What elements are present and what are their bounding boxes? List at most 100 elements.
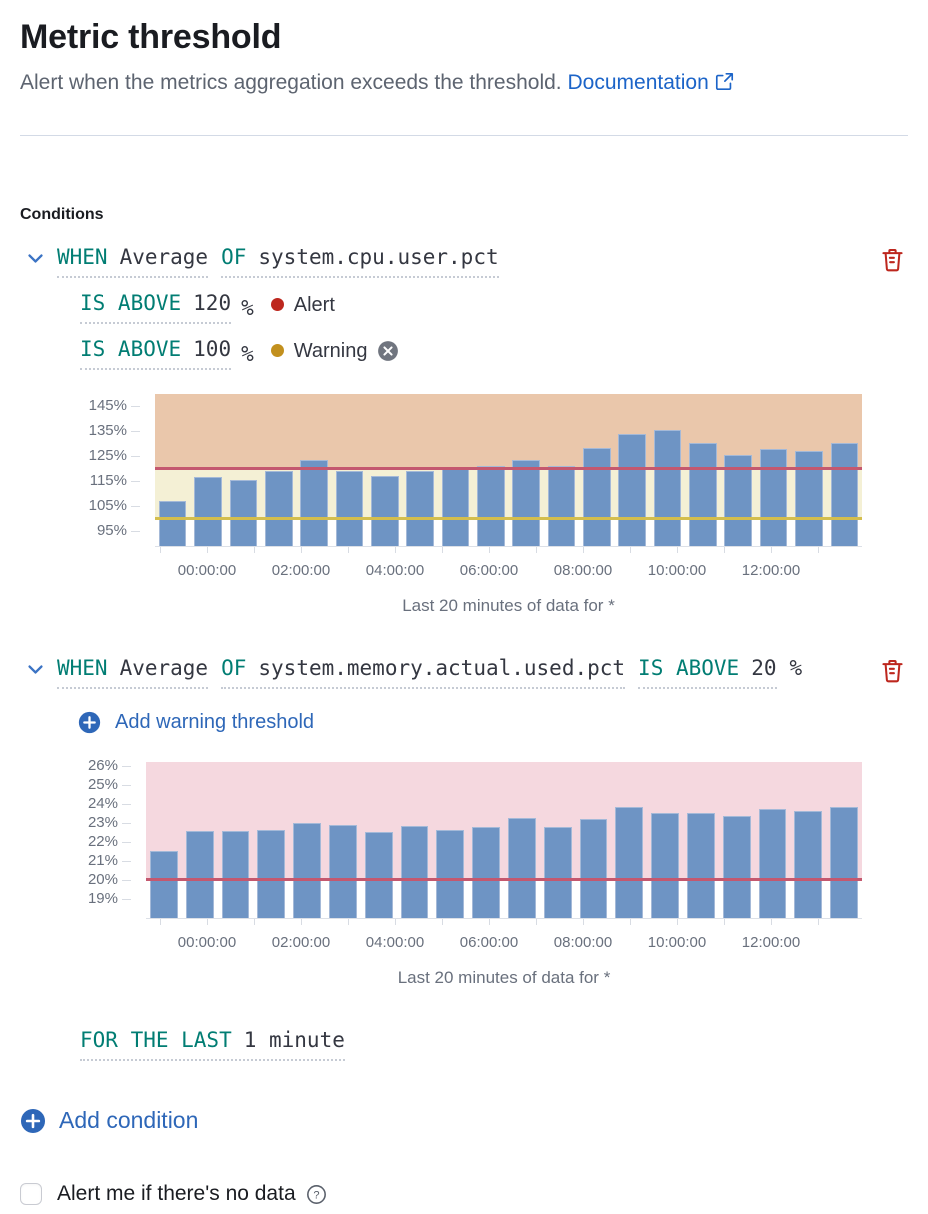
x-axis-tick [677, 919, 678, 925]
alert-threshold-line [155, 467, 862, 471]
bar [185, 831, 214, 918]
bar [149, 851, 178, 918]
y-axis-tick [131, 481, 140, 483]
alert-severity-label: Alert [293, 293, 335, 316]
y-axis-tick [131, 456, 140, 458]
external-link-icon [715, 72, 733, 91]
y-axis-tick [122, 860, 131, 862]
delete-condition-button[interactable] [878, 656, 907, 686]
chevron-down-icon[interactable] [24, 658, 47, 681]
x-axis-tick [160, 547, 161, 553]
aggregation-expression[interactable]: WHEN Average [57, 656, 209, 689]
alert-threshold-line [146, 878, 862, 882]
y-axis-tick [131, 431, 140, 433]
bar [477, 466, 505, 546]
x-axis-tick [301, 547, 302, 553]
bar [758, 808, 787, 918]
y-axis-label: 21% [87, 851, 118, 869]
x-axis-line [146, 918, 862, 919]
x-axis-tick [583, 919, 584, 925]
bar [689, 442, 717, 546]
x-axis-label: 06:00:00 [459, 562, 519, 579]
warning-zone [155, 468, 862, 519]
x-axis-tick [771, 547, 772, 553]
bar [194, 477, 222, 546]
unit-label: % [789, 656, 803, 680]
cross-in-circle-icon [378, 341, 399, 361]
x-axis-tick [442, 919, 443, 925]
alert-threshold-row: IS ABOVE 120 % Alert [80, 291, 908, 324]
bar [722, 816, 751, 918]
for-the-last-expression[interactable]: FOR THE LAST 1 minute [80, 1028, 345, 1061]
bar [512, 460, 540, 546]
add-warning-threshold-button[interactable]: Add warning threshold [78, 711, 314, 734]
x-axis-tick [254, 919, 255, 925]
plot-area [155, 394, 862, 546]
warning-severity-dot [270, 344, 284, 357]
bar [795, 451, 823, 546]
x-axis-tick [489, 547, 490, 553]
plus-in-circle-icon [20, 1108, 46, 1133]
documentation-link[interactable]: Documentation [568, 71, 734, 94]
bar [300, 460, 328, 546]
trash-icon [882, 659, 903, 683]
no-data-checkbox[interactable] [20, 1183, 42, 1205]
x-axis-tick [724, 547, 725, 553]
bar [547, 466, 576, 546]
bar [328, 824, 357, 918]
bar [759, 448, 788, 546]
chevron-down-icon[interactable] [24, 247, 47, 270]
aggregation-expression[interactable]: WHEN Average [57, 245, 209, 278]
question-in-circle-icon[interactable]: ? [306, 1184, 327, 1205]
bar [579, 819, 608, 918]
y-axis-label: 23% [87, 813, 118, 831]
warning-threshold-expression[interactable]: IS ABOVE 100 [80, 337, 232, 370]
condition-1-row: WHEN Average OF system.cpu.user.pct [20, 245, 908, 278]
y-axis-label: 22% [87, 832, 118, 850]
condition-2-row: WHEN Average OF system.memory.actual.used.… [20, 656, 908, 689]
y-axis-tick [122, 879, 131, 881]
chart-caption: Last 20 minutes of data for * [402, 596, 615, 615]
bar [436, 829, 465, 918]
no-data-label: Alert me if there's no data [57, 1182, 296, 1205]
x-axis-tick [207, 919, 208, 925]
y-axis-tick [122, 784, 131, 786]
x-axis-label: 02:00:00 [271, 934, 331, 951]
bar [472, 826, 501, 918]
y-axis-label: 125% [88, 447, 127, 465]
metric-expression[interactable]: OF system.memory.actual.used.pct [221, 656, 626, 689]
bar [221, 830, 250, 918]
delete-condition-button[interactable] [878, 245, 907, 275]
threshold-expression[interactable]: IS ABOVE 20 [638, 656, 777, 689]
section-divider [20, 135, 908, 136]
bar [830, 806, 859, 918]
bar [335, 471, 364, 546]
unit-label: % [241, 295, 254, 320]
y-axis-label: 95% [96, 522, 127, 540]
x-axis-tick [395, 919, 396, 925]
cpu-preview-chart: 145% 135% 125% 115% 105% 95% 00:00:00 02:00:00 0… [85, 394, 862, 626]
bar [651, 813, 680, 918]
y-axis-label: 25% [87, 775, 118, 793]
x-axis-tick [301, 919, 302, 925]
x-axis-label: 12:00:00 [741, 562, 801, 579]
x-axis-label: 08:00:00 [553, 934, 613, 951]
x-axis-tick [254, 547, 255, 553]
bar [406, 471, 434, 546]
warning-severity-label: Warning [293, 339, 368, 362]
y-axis-label: 20% [87, 870, 118, 888]
condition-1-expressions: WHEN Average OF system.cpu.user.pct [57, 245, 499, 278]
metric-expression[interactable]: OF system.cpu.user.pct [221, 245, 499, 278]
alert-zone [155, 394, 862, 469]
y-axis-tick [131, 531, 140, 533]
x-axis-tick [395, 547, 396, 553]
y-axis-label: 26% [87, 756, 118, 774]
alert-threshold-expression[interactable]: IS ABOVE 120 [80, 291, 232, 324]
bar [400, 825, 429, 918]
x-axis-label: 04:00:00 [365, 934, 425, 951]
add-condition-button[interactable]: Add condition [20, 1107, 198, 1134]
chart-caption: Last 20 minutes of data for * [397, 968, 611, 987]
remove-warning-button[interactable] [377, 340, 399, 362]
y-axis-tick [131, 506, 140, 508]
